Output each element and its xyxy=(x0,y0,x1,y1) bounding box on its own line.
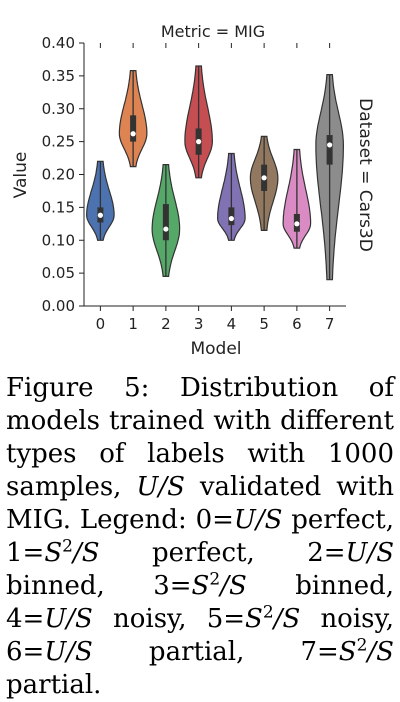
x-tick-label: 2 xyxy=(161,315,171,333)
violin-chart: Metric = MIG 0.00 0.05 0.10 0.15 0.20 0.25 0.3… xyxy=(11,22,375,359)
x-tick-label: 3 xyxy=(194,315,204,333)
x-tick-label: 6 xyxy=(292,315,302,333)
y-tick-label: 0.10 xyxy=(42,231,75,249)
median-dot-5 xyxy=(261,175,267,181)
median-dot-1 xyxy=(130,131,136,137)
y-tick-label: 0.15 xyxy=(42,198,75,216)
caption-label: Figure 5: xyxy=(6,373,150,403)
plot-area: 0.00 0.05 0.10 0.15 0.20 0.25 0.30 0.35 0.40 0 1 2 3… xyxy=(42,34,346,333)
x-tick-label: 5 xyxy=(259,315,269,333)
facet-label-right: Dataset = Cars3D xyxy=(355,98,375,252)
median-dot-6 xyxy=(294,221,300,227)
iqr-box-2 xyxy=(162,204,169,241)
y-tick-label: 0.35 xyxy=(42,67,75,85)
y-tick-label: 0.20 xyxy=(42,166,75,184)
median-dot-7 xyxy=(327,142,333,148)
y-tick-label: 0.25 xyxy=(42,133,75,151)
median-dot-2 xyxy=(163,226,169,232)
x-axis-label: Model xyxy=(190,339,241,359)
median-dot-0 xyxy=(97,212,103,218)
y-tick-label: 0.05 xyxy=(42,264,75,282)
y-tick-label: 0.30 xyxy=(42,100,75,118)
iqr-box-7 xyxy=(326,135,333,165)
median-dot-3 xyxy=(196,139,202,145)
x-tick-label: 1 xyxy=(128,315,138,333)
y-tick-label: 0.00 xyxy=(42,297,75,315)
x-tick-label: 4 xyxy=(227,315,237,333)
y-axis-label: Value xyxy=(11,152,31,199)
x-tick-label: 7 xyxy=(325,315,335,333)
iqr-box-1 xyxy=(130,115,137,142)
y-tick-label: 0.40 xyxy=(42,34,75,52)
median-dot-4 xyxy=(228,215,234,222)
chart-title: Metric = MIG xyxy=(161,22,265,41)
x-tick-label: 0 xyxy=(96,315,106,333)
figure-caption: Figure 5: Distribution of models trained… xyxy=(6,373,395,700)
